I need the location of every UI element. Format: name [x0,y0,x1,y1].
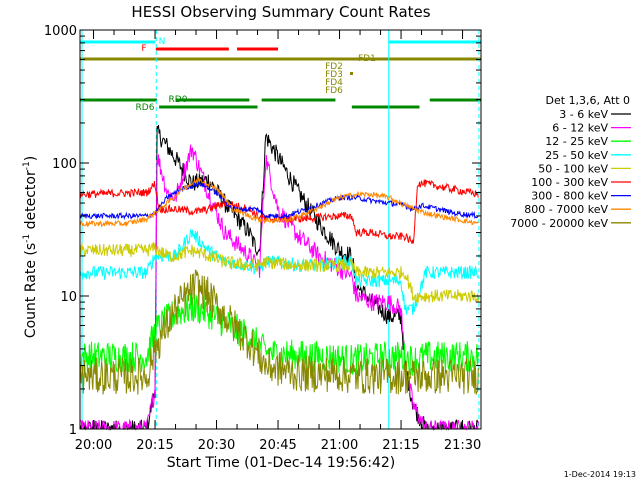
x-tick-label: 21:00 [321,438,358,453]
chart-title: HESSI Observing Summary Count Rates [131,3,430,21]
flag-label-n: N [159,37,166,47]
flag-label-rd0: RD0 [169,95,188,105]
y-tick-label: 10 [60,290,77,305]
legend-entry-label: 50 - 100 keV [538,162,608,175]
axes: 1 10 100 1000 20:00 20:15 20:30 20:45 21:00 21:15… [44,24,482,453]
y-axis-label: Count Rate (s-1 detector-1) [22,156,39,338]
legend-entry-label: 7000 - 20000 keV [510,217,608,230]
legend-entry-label: 300 - 800 keV [531,190,608,203]
legend-entry-label: 6 - 12 keV [552,122,608,135]
x-tick-label: 20:30 [198,438,235,453]
flag-label-fd4: FD4 [325,78,343,88]
flag-marker-fd3 [350,72,353,75]
flag-label-rd6: RD6 [136,103,155,113]
plot-frame [79,29,482,430]
y-tick-label: 1000 [44,24,77,39]
series-line-8 [79,269,479,395]
series-line-7 [79,176,479,228]
flag-label-fd3: FD3 [325,70,343,80]
legend-entry-label: 25 - 50 keV [545,149,608,162]
legend-entry-label: 100 - 300 keV [531,176,608,189]
flag-label-fd6: FD6 [325,86,343,96]
x-tick-label: 20:15 [136,438,173,453]
series-line-3 [79,228,479,316]
series-line-4 [79,241,479,304]
series-lines [79,124,479,431]
flag-label-fd2: FD2 [325,62,343,72]
legend-entry-label: 3 - 6 keV [559,108,608,121]
x-tick-label: 20:45 [259,438,296,453]
x-tick-label: 21:30 [444,438,481,453]
series-line-1 [79,144,479,431]
footer-timestamp: 1-Dec-2014 19:13 [564,470,636,479]
y-tick-label: 100 [52,157,77,172]
x-tick-label: 20:00 [75,438,112,453]
legend-entry-label: 800 - 7000 keV [524,203,608,216]
flag-label-f: F [141,44,146,54]
flag-label-fd1: FD1 [358,54,376,64]
x-axis-label: Start Time (01-Dec-14 19:56:42) [167,455,395,471]
legend-entry-label: 12 - 25 keV [545,135,608,148]
x-tick-label: 21:15 [382,438,419,453]
y-tick-label: 1 [69,423,77,438]
legend-title: Det 1,3,6, Att 0 [546,94,630,107]
